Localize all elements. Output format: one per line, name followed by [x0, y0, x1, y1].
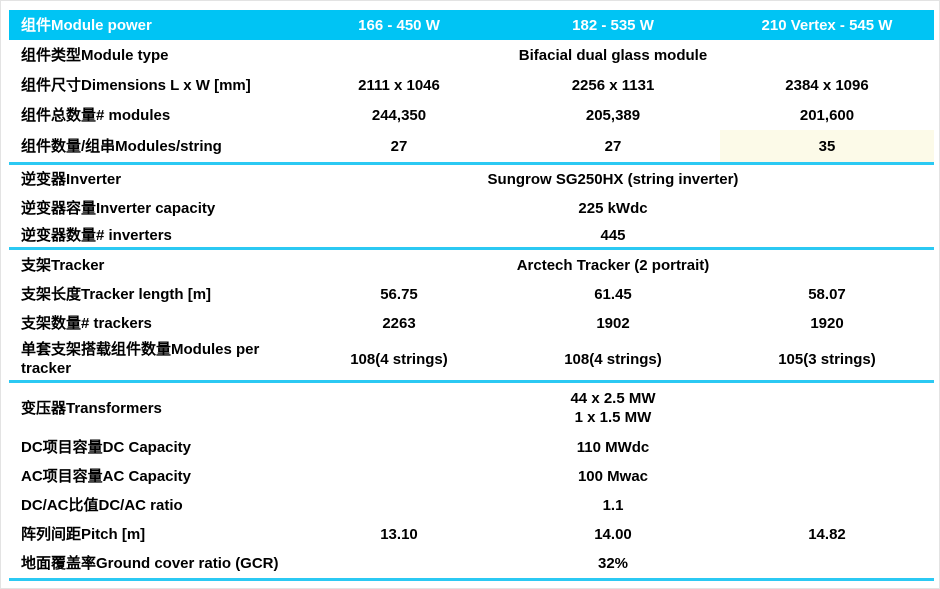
- row-value: 105(3 strings): [778, 350, 876, 368]
- table-row-modules-per-string: 组件数量/组串Modules/string 27 27 35: [9, 130, 934, 162]
- row-value: 14.82: [808, 526, 846, 543]
- section-divider: [9, 578, 934, 581]
- table-row-num-trackers: 支架数量# trackers 2263 1902 1920: [9, 309, 934, 338]
- row-label: 组件总数量# modules: [21, 106, 171, 124]
- row-value: 2384 x 1096: [785, 76, 869, 94]
- row-value: 13.10: [380, 526, 418, 543]
- table-row-pitch: 阵列间距Pitch [m] 13.10 14.00 14.82: [9, 520, 934, 549]
- row-value: 108(4 strings): [564, 350, 662, 368]
- row-value-span: 44 x 2.5 MW 1 x 1.5 MW: [570, 390, 656, 426]
- table-header-row: 组件Module power 166 - 450 W 182 - 535 W 2…: [9, 10, 934, 40]
- row-value: 58.07: [808, 286, 846, 303]
- row-label: 逆变器Inverter: [21, 171, 122, 188]
- table-row-dc-capacity: DC项目容量DC Capacity 110 MWdc: [9, 433, 934, 462]
- row-value-span: 225 kWdc: [578, 200, 648, 217]
- table-row-module-type: 组件类型Module type Bifacial dual glass modu…: [9, 40, 934, 70]
- row-value-span: 110 MWdc: [576, 439, 650, 456]
- row-label: 逆变器数量# inverters: [21, 226, 172, 244]
- row-value: 2263: [382, 315, 416, 332]
- table-row-num-modules: 组件总数量# modules 244,350 205,389 201,600: [9, 100, 934, 130]
- row-label: 逆变器容量Inverter capacity: [21, 200, 216, 217]
- row-value: 244,350: [371, 106, 427, 124]
- row-value: 201,600: [799, 106, 855, 124]
- row-value-span: Sungrow SG250HX (string inverter): [487, 171, 739, 188]
- spec-table: 组件Module power 166 - 450 W 182 - 535 W 2…: [9, 10, 934, 581]
- row-label: 地面覆盖率Ground cover ratio (GCR): [21, 555, 279, 572]
- row-value: 108(4 strings): [350, 350, 448, 368]
- table-row-dimensions: 组件尺寸Dimensions L x W [mm] 2111 x 1046 22…: [9, 70, 934, 100]
- highlight-cell: 35: [720, 130, 934, 162]
- row-value-span: 100 Mwac: [577, 468, 649, 485]
- row-value: 14.00: [594, 526, 632, 543]
- row-value: 1902: [596, 315, 630, 332]
- row-value-span: Bifacial dual glass module: [518, 46, 708, 64]
- row-value-span: 32%: [597, 555, 629, 572]
- row-value: 27: [390, 137, 408, 155]
- row-label: 组件尺寸Dimensions L x W [mm]: [21, 76, 251, 94]
- table-row-inverter-capacity: 逆变器容量Inverter capacity 225 kWdc: [9, 194, 934, 223]
- row-value: 1920: [810, 315, 844, 332]
- table-row-num-inverters: 逆变器数量# inverters 445: [9, 223, 934, 247]
- section-divider: [9, 380, 934, 383]
- row-label: DC项目容量DC Capacity: [21, 439, 192, 456]
- row-value-span: Arctech Tracker (2 portrait): [516, 256, 710, 274]
- header-value: 182 - 535 W: [572, 16, 654, 34]
- row-label: 组件数量/组串Modules/string: [21, 137, 222, 155]
- row-value: 2256 x 1131: [571, 76, 655, 94]
- table-row-transformers: 变压器Transformers 44 x 2.5 MW 1 x 1.5 MW: [9, 383, 934, 433]
- row-label: 变压器Transformers: [21, 399, 162, 417]
- table-row-tracker: 支架Tracker Arctech Tracker (2 portrait): [9, 250, 934, 280]
- header-value: 210 Vertex - 545 W: [761, 16, 893, 34]
- row-value: 27: [604, 137, 622, 155]
- table-row-ac-capacity: AC项目容量AC Capacity 100 Mwac: [9, 462, 934, 491]
- row-label: AC项目容量AC Capacity: [21, 468, 192, 485]
- row-label: 支架Tracker: [21, 256, 105, 274]
- table-row-ground-cover-ratio: 地面覆盖率Ground cover ratio (GCR) 32%: [9, 549, 934, 578]
- table-row-dc-ac-ratio: DC/AC比值DC/AC ratio 1.1: [9, 491, 934, 520]
- row-label: 阵列间距Pitch [m]: [21, 526, 146, 543]
- row-value-span: 1.1: [602, 497, 624, 514]
- row-label: DC/AC比值DC/AC ratio: [21, 497, 183, 514]
- row-label: 组件类型Module type: [21, 46, 169, 64]
- row-value: 205,389: [585, 106, 641, 124]
- row-label: 支架数量# trackers: [21, 315, 152, 332]
- header-value: 166 - 450 W: [358, 16, 440, 34]
- header-label: 组件Module power: [21, 16, 152, 34]
- section-divider: [9, 247, 934, 250]
- row-label: 单套支架搭载组件数量Modules per tracker: [21, 341, 260, 377]
- row-label: 支架长度Tracker length [m]: [21, 286, 212, 303]
- table-row-tracker-length: 支架长度Tracker length [m] 56.75 61.45 58.07: [9, 280, 934, 309]
- row-value: 61.45: [594, 286, 632, 303]
- table-row-modules-per-tracker: 单套支架搭载组件数量Modules per tracker 108(4 stri…: [9, 338, 934, 380]
- row-value: 56.75: [380, 286, 418, 303]
- row-value-span: 445: [600, 226, 626, 244]
- table-row-inverter: 逆变器Inverter Sungrow SG250HX (string inve…: [9, 165, 934, 194]
- row-value: 2111 x 1046: [358, 76, 440, 94]
- section-divider: [9, 162, 934, 165]
